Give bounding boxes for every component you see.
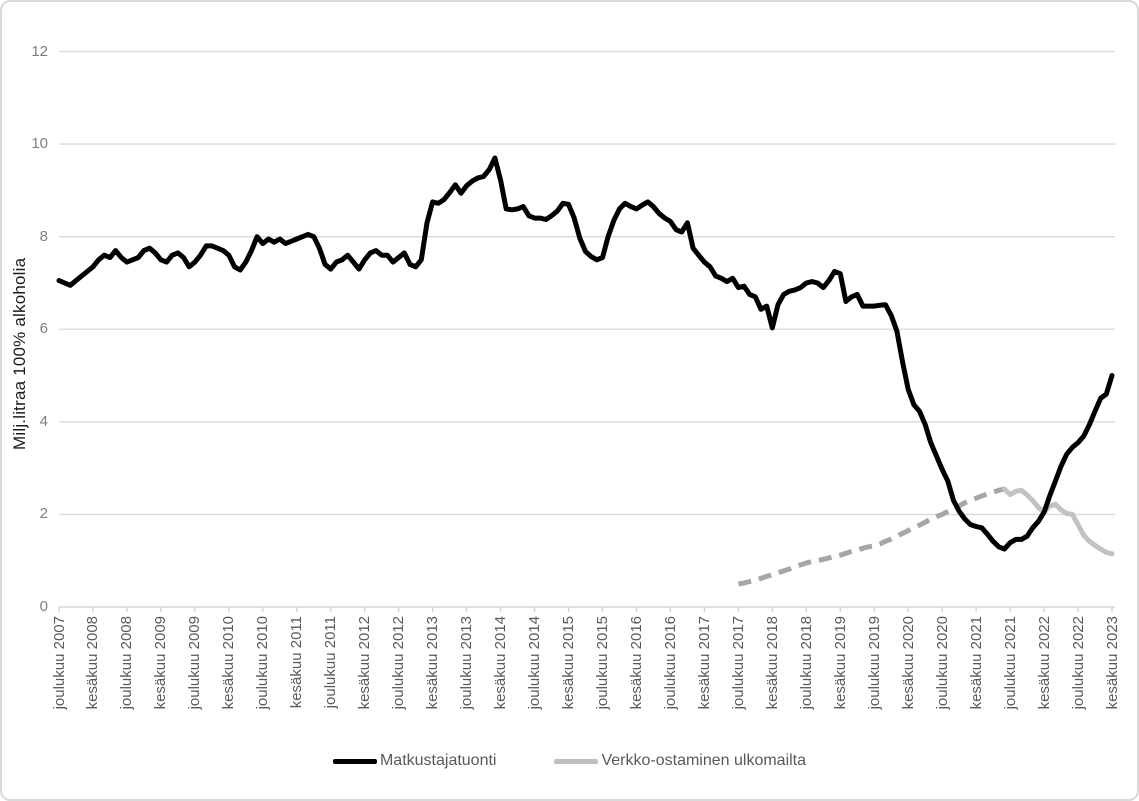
legend-swatch-verkko-ostaminen (554, 758, 599, 764)
y-tick-label: 8 (39, 227, 48, 245)
y-tick-label: 10 (31, 135, 48, 153)
x-tick-label: kesäkuu 2020 (899, 616, 917, 710)
x-tick-label: joulukuu 2010 (254, 616, 272, 710)
x-tick-label: kesäkuu 2011 (288, 616, 306, 709)
x-tick-label: kesäkuu 2013 (424, 616, 442, 710)
legend-label-matkustajatuonti: Matkustajatuonti (379, 752, 497, 769)
x-tick-label: joulukuu 2014 (526, 616, 544, 710)
x-tick-label: joulukuu 2017 (729, 616, 747, 710)
x-tick-label: kesäkuu 2021 (967, 616, 985, 710)
x-tick-label: joulukuu 2008 (118, 616, 136, 710)
x-tick-label: joulukuu 2015 (593, 616, 611, 710)
legend-item-verkko-ostaminen: Verkko-ostaminen ulkomailta (554, 752, 806, 770)
x-tick-label: joulukuu 2022 (1069, 616, 1087, 710)
legend-label-verkko-ostaminen: Verkko-ostaminen ulkomailta (601, 752, 807, 769)
x-tick-label: kesäkuu 2010 (220, 616, 238, 710)
y-tick-label: 6 (39, 320, 48, 338)
legend-swatch-matkustajatuonti (332, 758, 377, 764)
x-tick-label: kesäkuu 2023 (1103, 616, 1121, 710)
x-tick-label: joulukuu 2016 (661, 616, 679, 710)
x-tick-label: joulukuu 2012 (390, 616, 408, 710)
legend: Matkustajatuonti Verkko-ostaminen ulkoma… (2, 752, 1137, 770)
x-tick-label: joulukuu 2019 (865, 616, 883, 710)
x-tick-label: kesäkuu 2022 (1035, 616, 1053, 710)
y-tick-label: 2 (39, 505, 48, 523)
x-tick-label: kesäkuu 2017 (695, 616, 713, 710)
x-tick-label: joulukuu 2009 (186, 616, 204, 710)
x-tick-label: kesäkuu 2018 (763, 616, 781, 710)
x-tick-label: joulukuu 2007 (50, 616, 68, 710)
y-tick-label: 12 (31, 42, 48, 60)
x-tick-label: joulukuu 2013 (458, 616, 476, 710)
x-tick-label: kesäkuu 2015 (560, 616, 578, 710)
x-tick-label: joulukuu 2018 (797, 616, 815, 710)
x-tick-label: kesäkuu 2019 (831, 616, 849, 710)
y-tick-label: 4 (39, 412, 48, 430)
x-tick-label: kesäkuu 2014 (492, 616, 510, 710)
x-tick-label: kesäkuu 2008 (84, 616, 102, 710)
x-tick-label: joulukuu 2011 (322, 616, 340, 709)
x-tick-label: kesäkuu 2016 (627, 616, 645, 710)
x-tick-label: kesäkuu 2012 (356, 616, 374, 710)
x-tick-label: joulukuu 2020 (933, 616, 951, 710)
y-tick-label: 0 (39, 598, 48, 615)
legend-item-matkustajatuonti: Matkustajatuonti (332, 752, 497, 770)
x-tick-label: kesäkuu 2009 (152, 616, 170, 710)
x-tick-label: joulukuu 2021 (1001, 616, 1019, 710)
